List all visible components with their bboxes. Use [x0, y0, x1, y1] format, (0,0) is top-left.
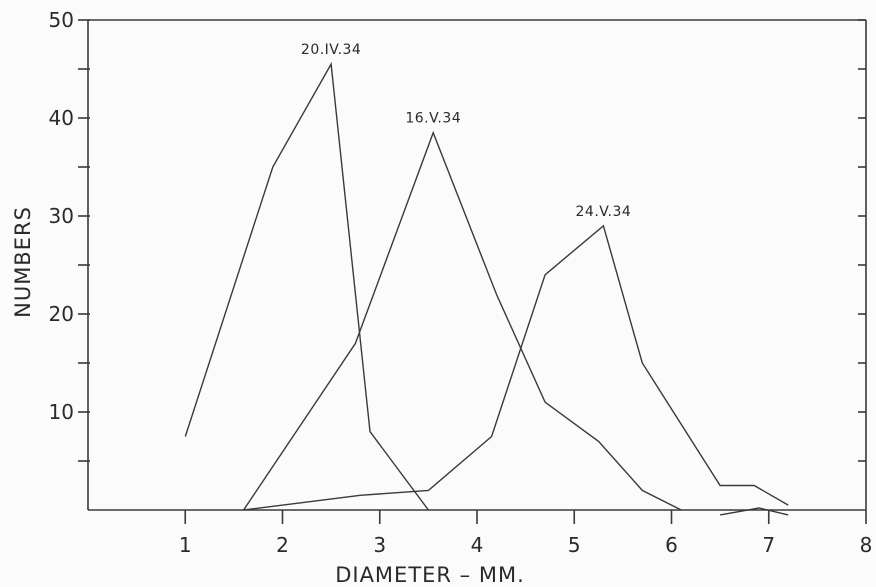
x-tick-label-7: 7	[762, 533, 775, 557]
y-tick-label-50: 50	[49, 8, 74, 32]
y-tick-label-30: 30	[49, 204, 74, 228]
series-lines	[184, 61, 789, 516]
series-label-2: 16.V.34	[405, 111, 461, 127]
series-line-3	[243, 224, 789, 511]
y-tick-label-40: 40	[49, 106, 74, 130]
plot-frame	[87, 19, 867, 511]
x-tick-label-5: 5	[568, 533, 581, 557]
x-tick-label-4: 4	[471, 533, 484, 557]
x-axis-title: DIAMETER – MM.	[335, 563, 525, 587]
x-tick-label-6: 6	[665, 533, 678, 557]
series-labels: 20.IV.34 16.V.34 24.V.34	[301, 42, 631, 220]
y-tick-label-10: 10	[49, 400, 74, 424]
y-axis-title: NUMBERS	[11, 206, 35, 318]
series-line-1	[184, 61, 429, 511]
axis-ticks	[78, 19, 867, 524]
series-line-tail-segment	[719, 507, 789, 516]
x-tick-label-8: 8	[860, 533, 873, 557]
series-line-2	[243, 130, 682, 511]
x-tick-label-2: 2	[276, 533, 289, 557]
series-label-1: 20.IV.34	[301, 42, 361, 58]
y-tick-label-20: 20	[49, 302, 74, 326]
x-tick-label-3: 3	[373, 533, 386, 557]
tick-labels: 1 2 3 4 5 6 7 8 10 20 30 40 50	[49, 8, 873, 557]
series-label-3: 24.V.34	[576, 204, 632, 220]
x-tick-label-1: 1	[179, 533, 192, 557]
